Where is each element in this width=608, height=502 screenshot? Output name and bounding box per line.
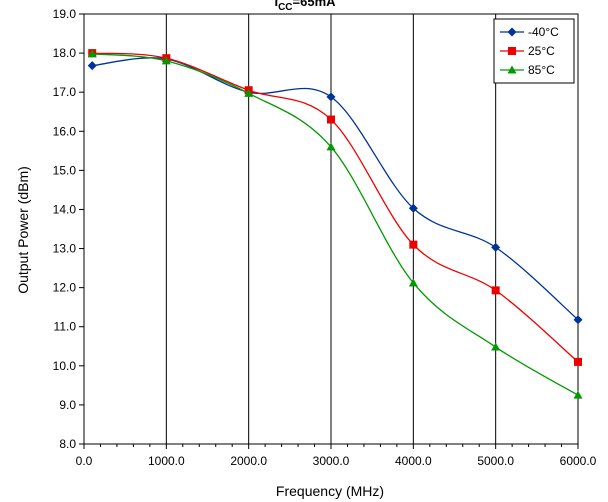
legend-marker (508, 47, 516, 55)
grid-lines (165, 14, 497, 444)
data-point (491, 342, 501, 351)
y-tick-label: 15.0 (53, 163, 77, 177)
data-point (408, 203, 418, 213)
x-tick-label: 6000.0 (560, 454, 597, 468)
series-3 (87, 49, 583, 399)
y-tick-label: 19.0 (53, 7, 77, 21)
x-axis-title: Frequency (MHz) (276, 483, 384, 499)
data-point (573, 390, 583, 399)
data-point (408, 278, 418, 287)
y-tick-label: 12.0 (53, 281, 77, 295)
chart-title: ICC=65mA (274, 0, 336, 13)
x-axis: 0.0 1000.0 2000.0 3000.0 4000.0 5000.0 6000.0 (76, 444, 597, 468)
y-tick-label: 13.0 (53, 242, 77, 256)
y-tick-label: 16.0 (53, 124, 77, 138)
legend-item: 25°C (500, 44, 555, 58)
legend-item: -40°C (500, 25, 559, 39)
legend-label: 25°C (528, 44, 555, 58)
legend-label: -40°C (528, 25, 559, 39)
x-tick-label: 2000.0 (230, 454, 267, 468)
data-point (326, 142, 336, 151)
series-layer (87, 49, 583, 399)
y-tick-label: 11.0 (54, 320, 77, 334)
y-tick-label: 17.0 (53, 85, 77, 99)
data-point (409, 240, 418, 249)
y-tick-label: 9.0 (59, 398, 76, 412)
data-point (327, 115, 335, 124)
x-tick-label: 4000.0 (395, 454, 432, 468)
data-point (573, 315, 583, 325)
data-point (491, 242, 501, 252)
legend-label: 85°C (528, 63, 555, 77)
data-point (326, 92, 336, 102)
chart-title-rest: =65mA (293, 0, 337, 9)
data-point (574, 357, 582, 366)
legend: -40°C 25°C 85°C (493, 18, 575, 84)
y-axis: 8.0 9.0 10.0 11.0 12.0 13.0 14.0 15.0 16.0 17.0 18… (53, 7, 84, 451)
y-tick-label: 10.0 (53, 359, 77, 373)
y-tick-label: 18.0 (53, 46, 77, 60)
x-tick-label: 0.0 (76, 454, 93, 468)
chart-title-main: I (274, 0, 278, 9)
data-point (244, 88, 254, 97)
y-tick-label: 8.0 (59, 437, 76, 451)
data-point (491, 286, 500, 295)
data-point (87, 49, 97, 58)
x-tick-label: 5000.0 (477, 454, 514, 468)
legend-marker (507, 65, 517, 74)
series-line (92, 53, 579, 396)
data-point (87, 61, 97, 71)
x-tick-label: 1000.0 (148, 454, 185, 468)
legend-item: 85°C (500, 63, 555, 77)
y-tick-label: 14.0 (53, 202, 77, 216)
x-tick-label: 3000.0 (313, 454, 350, 468)
series-1 (87, 54, 583, 325)
legend-marker (507, 27, 517, 37)
chart-title-subscript: CC (278, 2, 292, 13)
y-axis-title: Output Power (dBm) (15, 166, 31, 294)
data-point (161, 56, 171, 65)
